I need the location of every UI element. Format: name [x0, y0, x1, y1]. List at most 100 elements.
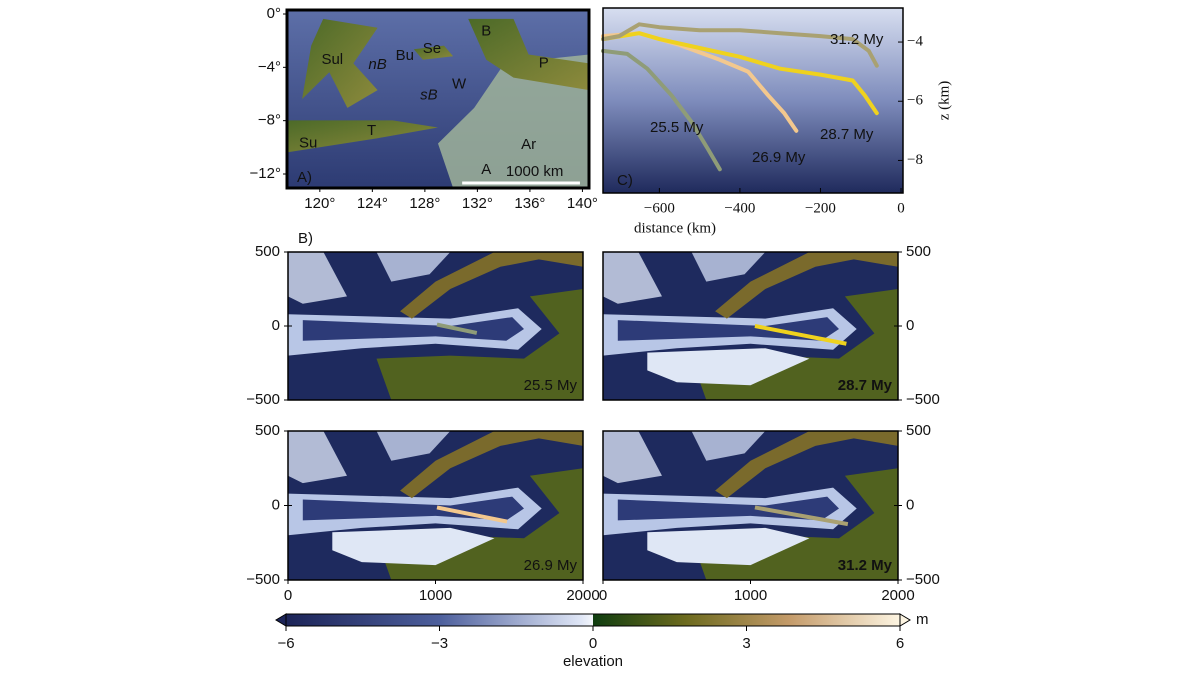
y-tick-label: 0: [906, 317, 914, 334]
profile-line: [601, 48, 722, 172]
plot-frame: [602, 7, 904, 194]
terrain: [288, 431, 347, 484]
y-tick-label: −4: [907, 33, 923, 49]
y-tick-label: −500: [246, 571, 280, 588]
y-tick-label: −8: [907, 152, 923, 168]
x-tick-label: 128°: [409, 195, 440, 212]
panel-label: 28.7 My: [838, 377, 893, 394]
place-label: W: [452, 76, 467, 93]
x-tick-label: 1000: [734, 587, 767, 604]
x-tick-label: −200: [805, 200, 836, 216]
series-label: 25.5 My: [650, 119, 704, 136]
colorbar-unit: m: [916, 611, 929, 628]
x-tick-label: 6: [896, 635, 904, 652]
terrain: [376, 252, 451, 282]
y-tick-label: 0°: [267, 5, 281, 22]
profile-line: [601, 22, 879, 68]
panel-label: A): [297, 169, 312, 186]
x-tick-label: 132°: [462, 195, 493, 212]
terrain: [438, 54, 589, 188]
x-axis-label: distance (km): [634, 220, 716, 236]
x-tick-label: 3: [742, 635, 750, 652]
terrain: [376, 431, 451, 461]
terrain: [617, 317, 839, 341]
place-label: sB: [420, 86, 438, 103]
place-label: Ar: [521, 136, 536, 153]
place-label: T: [367, 122, 376, 139]
x-tick-label: 124°: [357, 195, 388, 212]
x-tick-label: 1000: [419, 587, 452, 604]
y-tick-label: 500: [255, 243, 280, 260]
place-label: Bu: [396, 47, 414, 64]
terrain: [400, 431, 583, 499]
profile-line: [601, 31, 879, 116]
terrain: [468, 18, 589, 91]
y-tick-label: 500: [906, 422, 931, 439]
terrain: [603, 252, 662, 304]
place-label: nB: [368, 56, 386, 73]
place-label: Sul: [321, 51, 343, 68]
panel-label: B): [298, 230, 313, 247]
series-label: 26.9 My: [752, 149, 806, 166]
colorbar-arrow: [899, 613, 911, 627]
place-label: P: [539, 54, 549, 71]
x-tick-label: 2000: [566, 587, 599, 604]
panel-label: 31.2 My: [838, 557, 893, 574]
y-tick-label: −500: [906, 571, 940, 588]
y-tick-label: 500: [255, 422, 280, 439]
x-tick-label: 0: [599, 587, 607, 604]
map-frame: [285, 8, 591, 190]
terrain: [332, 527, 495, 566]
y-tick-label: 0: [272, 317, 280, 334]
panel-label: C): [617, 172, 633, 189]
x-tick-label: 140°: [567, 195, 598, 212]
y-tick-label: 0: [272, 496, 280, 513]
profile-line: [436, 322, 478, 335]
scale-label: 1000 km: [506, 163, 564, 180]
colorbar: [285, 613, 901, 627]
terrain: [603, 431, 662, 484]
terrain: [715, 431, 898, 499]
x-tick-label: 120°: [304, 195, 335, 212]
place-label: Su: [299, 134, 317, 151]
colorbar-title: elevation: [563, 653, 623, 670]
y-tick-label: −8°: [258, 112, 281, 129]
profile-line: [754, 324, 847, 346]
terrain: [287, 120, 438, 153]
terrain: [302, 317, 524, 341]
terrain: [691, 252, 766, 282]
terrain: [647, 527, 810, 566]
y-tick-label: −4°: [258, 58, 281, 75]
x-tick-label: −6: [277, 635, 294, 652]
terrain: [413, 45, 454, 60]
series-label: 31.2 My: [830, 31, 884, 48]
y-tick-label: −6: [907, 93, 923, 109]
y-tick-label: 0: [906, 496, 914, 513]
y-tick-label: −12°: [250, 165, 281, 182]
x-tick-label: 2000: [881, 587, 914, 604]
x-tick-label: −400: [724, 200, 755, 216]
y-tick-label: −500: [906, 391, 940, 408]
panel-label: 25.5 My: [524, 377, 578, 394]
place-label: Se: [423, 40, 441, 57]
place-label: B: [481, 22, 491, 39]
terrain: [647, 348, 810, 386]
terrain: [288, 252, 347, 304]
x-tick-label: 0: [897, 200, 905, 216]
x-tick-label: 136°: [514, 195, 545, 212]
colorbar-arrow: [275, 613, 287, 627]
x-tick-label: 0: [589, 635, 597, 652]
panel-label: 26.9 My: [524, 557, 578, 574]
terrain: [691, 431, 766, 461]
y-axis-label: z (km): [936, 81, 952, 121]
place-label: A: [481, 161, 491, 178]
terrain: [715, 252, 898, 319]
profile-line: [754, 505, 849, 527]
x-tick-label: −3: [431, 635, 448, 652]
profile-line: [436, 505, 508, 524]
series-label: 28.7 My: [820, 126, 874, 143]
terrain: [376, 289, 583, 400]
y-tick-label: −500: [246, 391, 280, 408]
y-tick-label: 500: [906, 243, 931, 260]
